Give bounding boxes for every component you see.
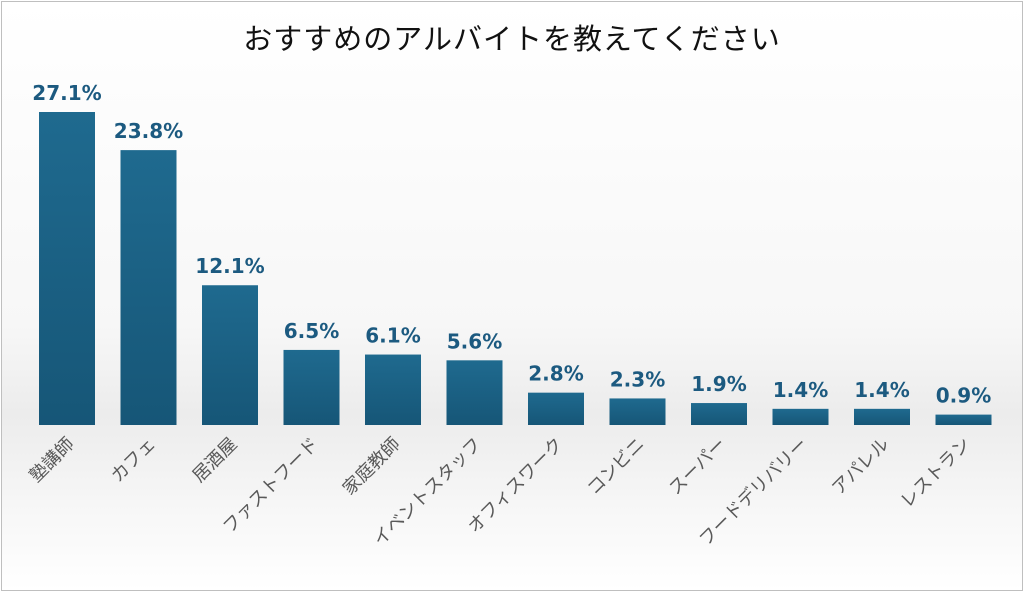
bar-7 (528, 392, 584, 425)
value-label-7: 2.8% (528, 362, 583, 386)
bars-group (39, 112, 992, 426)
value-label-10: 1.4% (773, 378, 828, 402)
value-label-12: 0.9% (936, 384, 991, 408)
value-labels-group: 27.1% 23.8% 12.1% 6.5% 6.1% 5.6% 2.8% 2.3% 1.9% 1… (32, 81, 991, 408)
category-label-9: スーパー (665, 434, 731, 500)
value-label-1: 27.1% (32, 81, 101, 105)
bar-5 (365, 354, 421, 425)
category-labels-group: 塾講師 カフェ 居酒屋ファストフード 家庭教師イベントスタッフオフィスワーク コンビニス… (25, 433, 975, 550)
value-label-11: 1.4% (854, 378, 909, 402)
category-label-11: アパレル (828, 434, 894, 500)
value-label-2: 23.8% (114, 119, 183, 143)
bar-4 (283, 349, 340, 425)
bar-8 (609, 398, 666, 425)
value-label-8: 2.3% (610, 367, 665, 391)
bar-6 (446, 360, 503, 425)
bar-3 (202, 285, 258, 425)
bar-12 (935, 414, 992, 425)
value-label-4: 6.5% (284, 319, 339, 343)
value-label-6: 5.6% (447, 329, 502, 353)
bar-11 (854, 408, 910, 425)
value-label-3: 12.1% (195, 254, 264, 278)
chart-title: おすすめのアルバイトを教えてください (243, 22, 781, 56)
bar-9 (691, 403, 747, 425)
category-label-12: レストラン (897, 434, 975, 512)
bar-10 (772, 408, 829, 425)
bar-2 (120, 150, 177, 426)
category-label-5: 家庭教師 (339, 434, 405, 500)
category-label-1: 塾講師 (25, 433, 79, 487)
value-label-5: 6.1% (365, 324, 420, 348)
category-label-2: カフェ (107, 434, 160, 487)
value-label-9: 1.9% (691, 372, 746, 396)
category-label-8: コンビニ (583, 434, 649, 500)
category-label-3: 居酒屋 (189, 434, 242, 487)
bar-1 (39, 112, 95, 425)
